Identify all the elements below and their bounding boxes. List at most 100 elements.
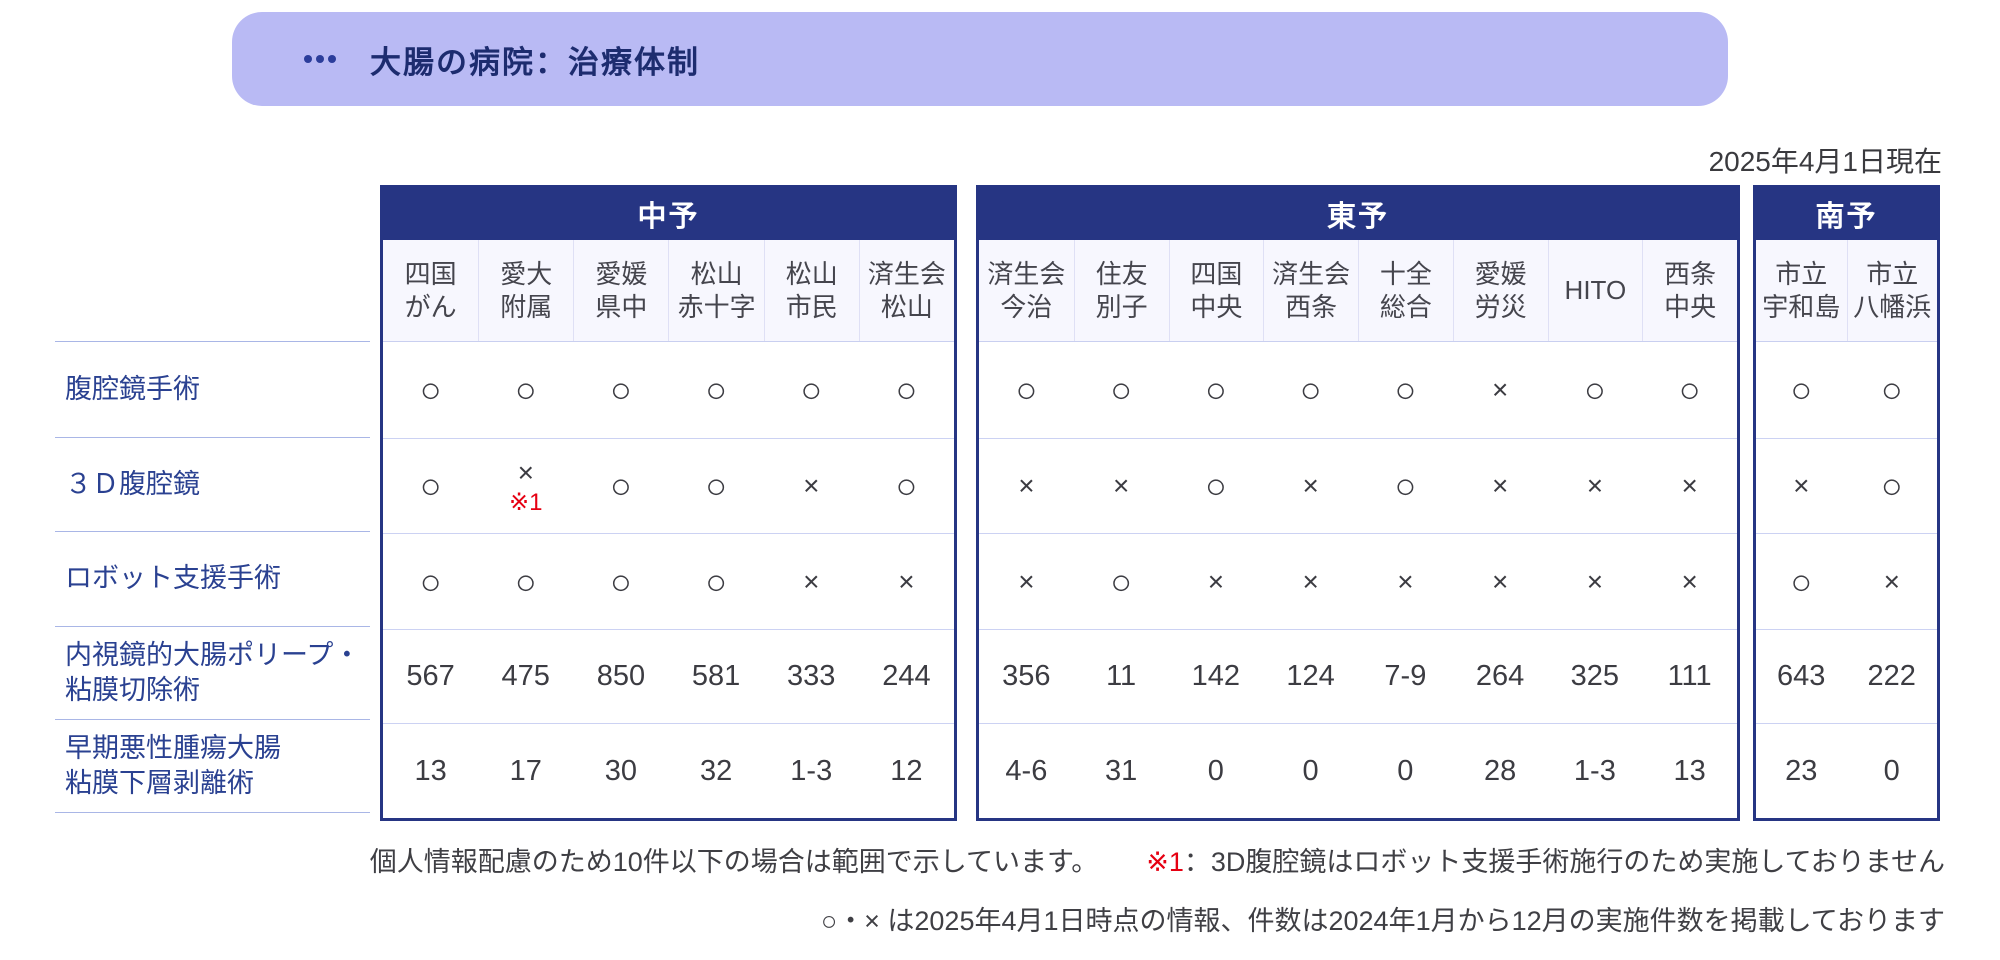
treatment-table: 腹腔鏡手術 ３Ｄ腹腔鏡 ロボット支援手術 内視鏡的大腸ポリープ・ 粘膜切除術 早期悪性腫…	[55, 185, 1940, 821]
hospital-header-cell: 愛媛 労災	[1452, 240, 1548, 341]
row-label: 内視鏡的大腸ポリープ・ 粘膜切除術	[55, 626, 370, 719]
table-row: ○ × ※1 ○ ○ × ○	[383, 438, 954, 533]
table-row: 23 0	[1756, 723, 1937, 818]
case-count: 13	[414, 754, 447, 787]
availability-mark-yes: ○	[610, 369, 632, 410]
hospital-header-cell: 愛大 附属	[478, 240, 573, 341]
table-row: 13 17 30 32 1-3 12	[383, 723, 954, 818]
page-title: 大腸の病院：治療体制	[370, 44, 700, 80]
case-count: 1-3	[790, 754, 833, 787]
case-count: 124	[1286, 660, 1335, 692]
availability-mark-no: ×	[1681, 565, 1698, 597]
hospital-header-cell: 済生会 松山	[858, 240, 954, 341]
availability-mark-yes: ○	[1880, 465, 1903, 506]
case-count: 0	[1883, 754, 1900, 787]
availability-mark-no: ×	[1586, 565, 1604, 597]
case-count: 0	[1207, 754, 1224, 787]
table-row: ○ ○ ○ ○ ○ × ○ ○	[979, 342, 1737, 438]
availability-mark-no: ×	[803, 565, 820, 597]
table-row: × × ○ × ○ × × ×	[979, 438, 1737, 533]
footnotes: 個人情報配慮のため10件以下の場合は範囲で示しています。 ※1：3D腹腔鏡はロボッ…	[370, 840, 1945, 938]
availability-mark-no: ×	[803, 470, 820, 501]
hospital-header-cell: 住友 別子	[1073, 240, 1169, 341]
availability-mark-yes: ○	[895, 369, 918, 410]
table-row: 4-6 31 0 0 0 28 1-3 13	[979, 723, 1737, 818]
availability-mark-no: ×	[1491, 374, 1509, 405]
table-row: ○ ×	[1756, 533, 1937, 629]
hospital-header-cell: 四国 中央	[1168, 240, 1264, 341]
case-count: 17	[509, 754, 542, 787]
footnote-1: 個人情報配慮のため10件以下の場合は範囲で示しています。 ※1：3D腹腔鏡はロボッ…	[370, 840, 1945, 879]
availability-mark-no: ×	[1681, 470, 1698, 501]
case-count: 0	[1302, 754, 1319, 787]
availability-mark-no: ×	[1018, 470, 1035, 501]
hospital-header-cell: 済生会 今治	[987, 259, 1066, 322]
hospital-header-cell: 松山 市民	[763, 240, 859, 341]
case-count: 1-3	[1573, 754, 1616, 787]
footnote-2: ○・× は2025年4月1日時点の情報、件数は2024年1月から12月の実施件数…	[820, 906, 1945, 936]
availability-mark-no: ×	[1793, 470, 1810, 501]
case-count: 32	[699, 754, 733, 787]
availability-mark-yes: ○	[705, 560, 727, 602]
availability-mark-no: ×	[1586, 470, 1604, 501]
availability-mark-no: ×	[1112, 470, 1130, 501]
table-row: ○ ○	[1756, 342, 1937, 438]
table-row: × ○ × × × × × ×	[979, 533, 1737, 629]
availability-mark-yes: ○	[1205, 465, 1227, 506]
case-count: 356	[1002, 660, 1051, 692]
availability-mark-no: ×	[1491, 470, 1509, 501]
availability-mark-no: ×	[1883, 565, 1900, 597]
case-count: 0	[1397, 754, 1414, 787]
availability-mark-yes: ○	[419, 369, 442, 410]
ellipsis-icon	[304, 55, 336, 63]
region-group-3: 南予 市立 宇和島 市立 八幡浜 ○ ○ × ○ ○ × 643 222 23 0	[1753, 185, 1940, 821]
availability-mark-yes: ○	[1110, 369, 1132, 410]
row-label: 腹腔鏡手術	[55, 341, 370, 437]
availability-mark-yes: ○	[514, 369, 537, 410]
availability-mark-yes: ○	[1678, 369, 1701, 410]
availability-mark-yes: ○	[1110, 560, 1132, 602]
hospital-header-cell: 市立 八幡浜	[1846, 240, 1938, 341]
table-row: × ○	[1756, 438, 1937, 533]
availability-mark-yes: ○	[1015, 369, 1038, 410]
availability-mark-yes: ○	[610, 465, 632, 506]
hospital-header-cell: 松山 赤十字	[668, 240, 763, 341]
availability-mark-yes: ○	[610, 560, 632, 602]
availability-mark-yes: ○	[705, 369, 727, 410]
availability-mark-yes: ○	[895, 465, 918, 506]
hospital-header-cell: 済生会 西条	[1263, 240, 1358, 341]
availability-mark-no: ×	[1397, 565, 1414, 597]
footnote-1-text-b: ：3D腹腔鏡はロボット支援手術施行のため実施しておりません	[1183, 847, 1945, 877]
availability-mark-no: ×	[898, 565, 915, 597]
footnote-1-ref: ※1	[1146, 847, 1184, 877]
table-row: ○ ○ ○ ○ ○ ○	[383, 342, 954, 438]
as-of-date: 2025年4月1日現在	[1708, 146, 1942, 177]
hospital-header-cell: HITO	[1547, 240, 1643, 341]
case-count: 11	[1106, 660, 1137, 692]
case-count: 4-6	[1005, 754, 1048, 787]
row-label: ３Ｄ腹腔鏡	[55, 437, 370, 531]
case-count: 31	[1104, 754, 1138, 787]
hospital-header-cell: 西条 中央	[1642, 240, 1737, 341]
hospital-header-cell: 十全 総合	[1358, 240, 1453, 341]
case-count: 30	[604, 754, 638, 787]
availability-mark-yes: ○	[1394, 465, 1417, 506]
region-group-2: 東予 済生会 今治 住友 別子 四国 中央 済生会 西条 十全 総合 愛媛 労災 HITO 西条…	[976, 185, 1740, 821]
case-count: 264	[1475, 660, 1525, 692]
row-label: ロボット支援手術	[55, 531, 370, 626]
availability-mark-yes: ○	[1790, 369, 1813, 410]
availability-mark-no: ×	[1491, 565, 1509, 597]
case-count: 111	[1667, 660, 1712, 692]
table-row: 356 11 142 124 7-9 264 325 111	[979, 629, 1737, 723]
case-count: 581	[691, 660, 741, 692]
footnote-1-text: 個人情報配慮のため10件以下の場合は範囲で示しています。	[369, 847, 1099, 877]
region-group-header: 中予	[383, 188, 954, 240]
availability-mark-yes: ○	[1880, 369, 1903, 410]
case-count: 12	[890, 754, 923, 787]
row-label: 早期悪性腫瘍大腸 粘膜下層剥離術	[55, 719, 370, 813]
case-count: 7-9	[1384, 660, 1427, 692]
table-row: 567 475 850 581 333 244	[383, 629, 954, 723]
cell-footnote-ref: ※1	[509, 489, 543, 516]
case-count: 850	[596, 660, 646, 692]
